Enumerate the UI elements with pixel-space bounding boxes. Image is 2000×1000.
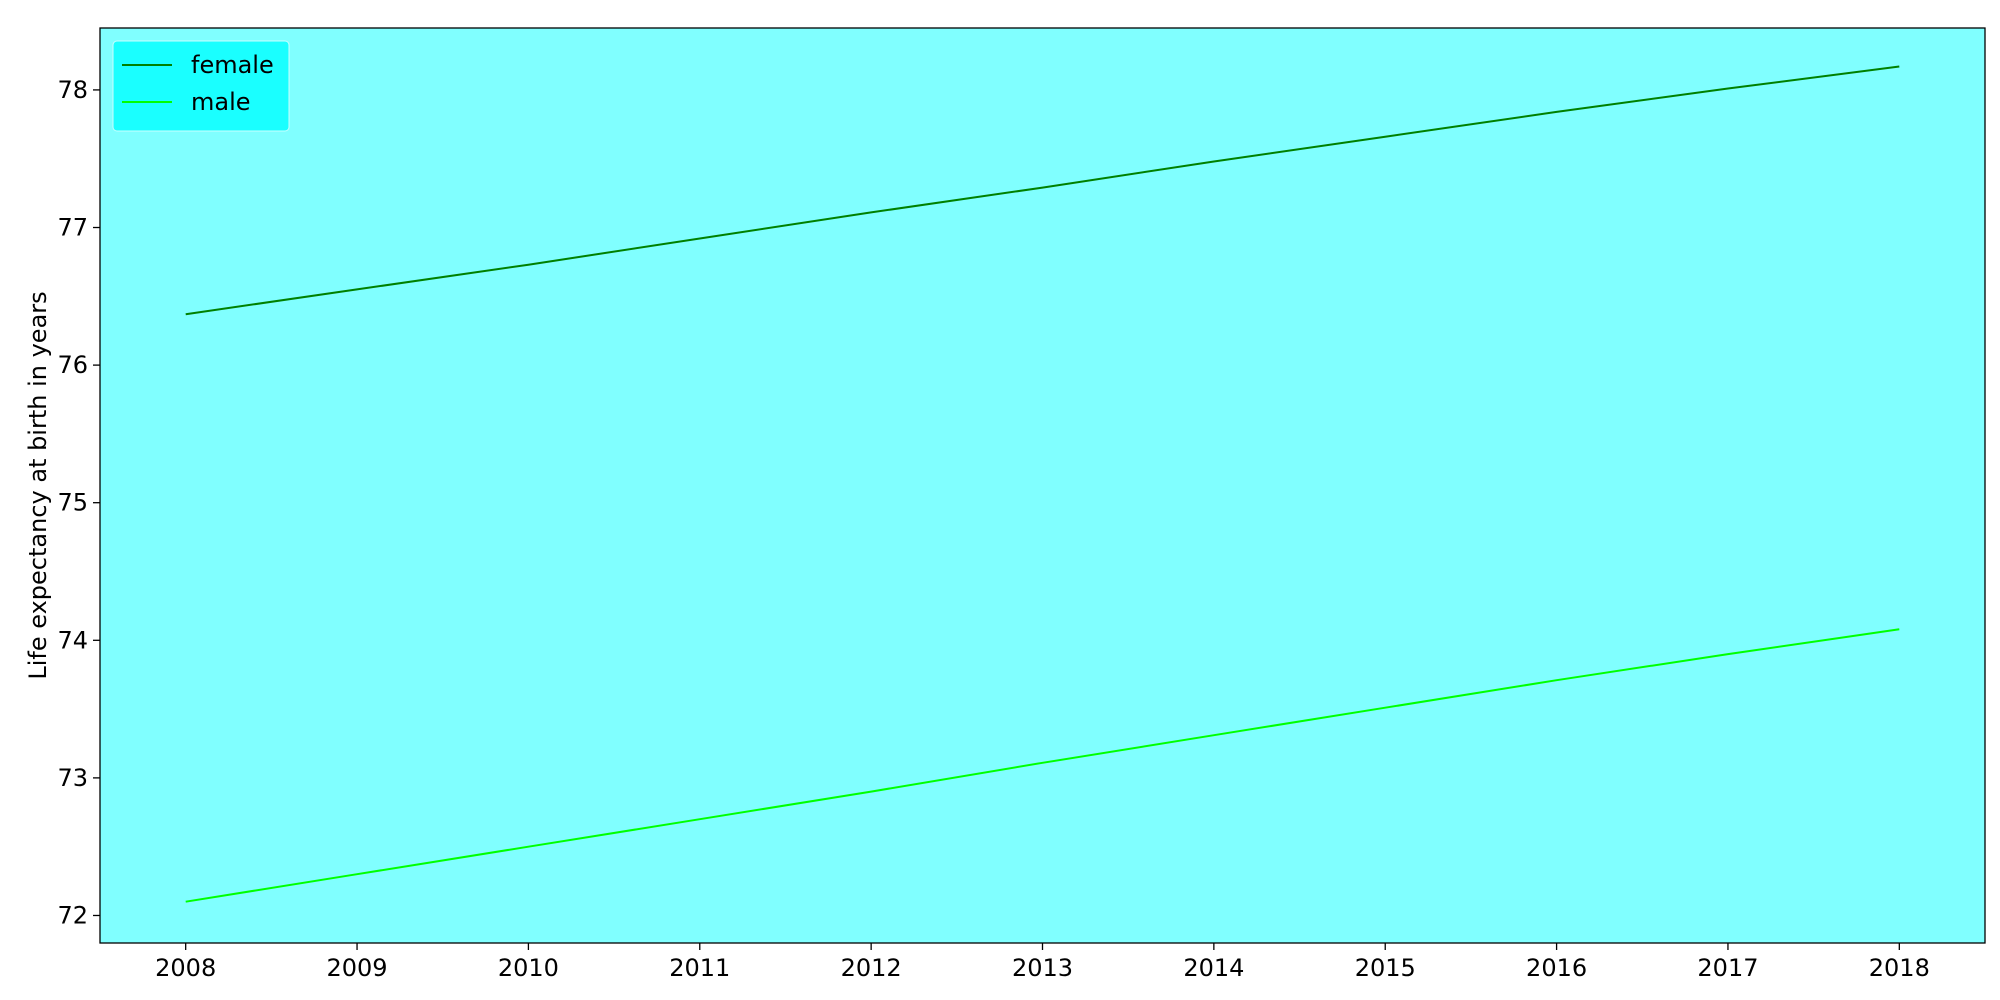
x-tick-label: 2013 (1012, 954, 1073, 982)
y-tick-label: 78 (57, 76, 88, 104)
y-tick-label: 76 (57, 351, 88, 379)
series-line-male (185, 628, 1900, 903)
legend: female male (112, 40, 290, 132)
x-tick-label: 2016 (1526, 954, 1587, 982)
x-tick-label: 2010 (498, 954, 559, 982)
series-line-female (185, 65, 1900, 316)
y-tick-label: 74 (57, 626, 88, 654)
legend-box (112, 40, 290, 132)
x-tick-label: 2015 (1355, 954, 1416, 982)
plot-frame (99, 27, 1986, 944)
y-tick-label: 72 (57, 901, 88, 929)
legend-label-male: male (191, 88, 251, 116)
x-tick-label: 2008 (155, 954, 216, 982)
y-tick-label: 77 (57, 214, 88, 242)
x-tick-label: 2017 (1697, 954, 1758, 982)
y-tick-label: 75 (57, 489, 88, 517)
series-layer (185, 65, 1900, 903)
x-tick-label: 2011 (669, 954, 730, 982)
x-tick-label: 2012 (841, 954, 902, 982)
x-axis: 2008 2009 2010 2011 2012 2013 2014 2015 2016 2017… (155, 943, 1930, 982)
x-tick-label: 2018 (1869, 954, 1930, 982)
x-tick-label: 2009 (327, 954, 388, 982)
legend-label-female: female (191, 51, 274, 79)
x-tick-label: 2014 (1183, 954, 1244, 982)
y-axis: 72 73 74 75 76 77 78 (57, 76, 100, 929)
y-axis-title: Life expectancy at birth in years (24, 291, 52, 679)
y-tick-label: 73 (57, 764, 88, 792)
plot-area (100, 28, 1985, 943)
